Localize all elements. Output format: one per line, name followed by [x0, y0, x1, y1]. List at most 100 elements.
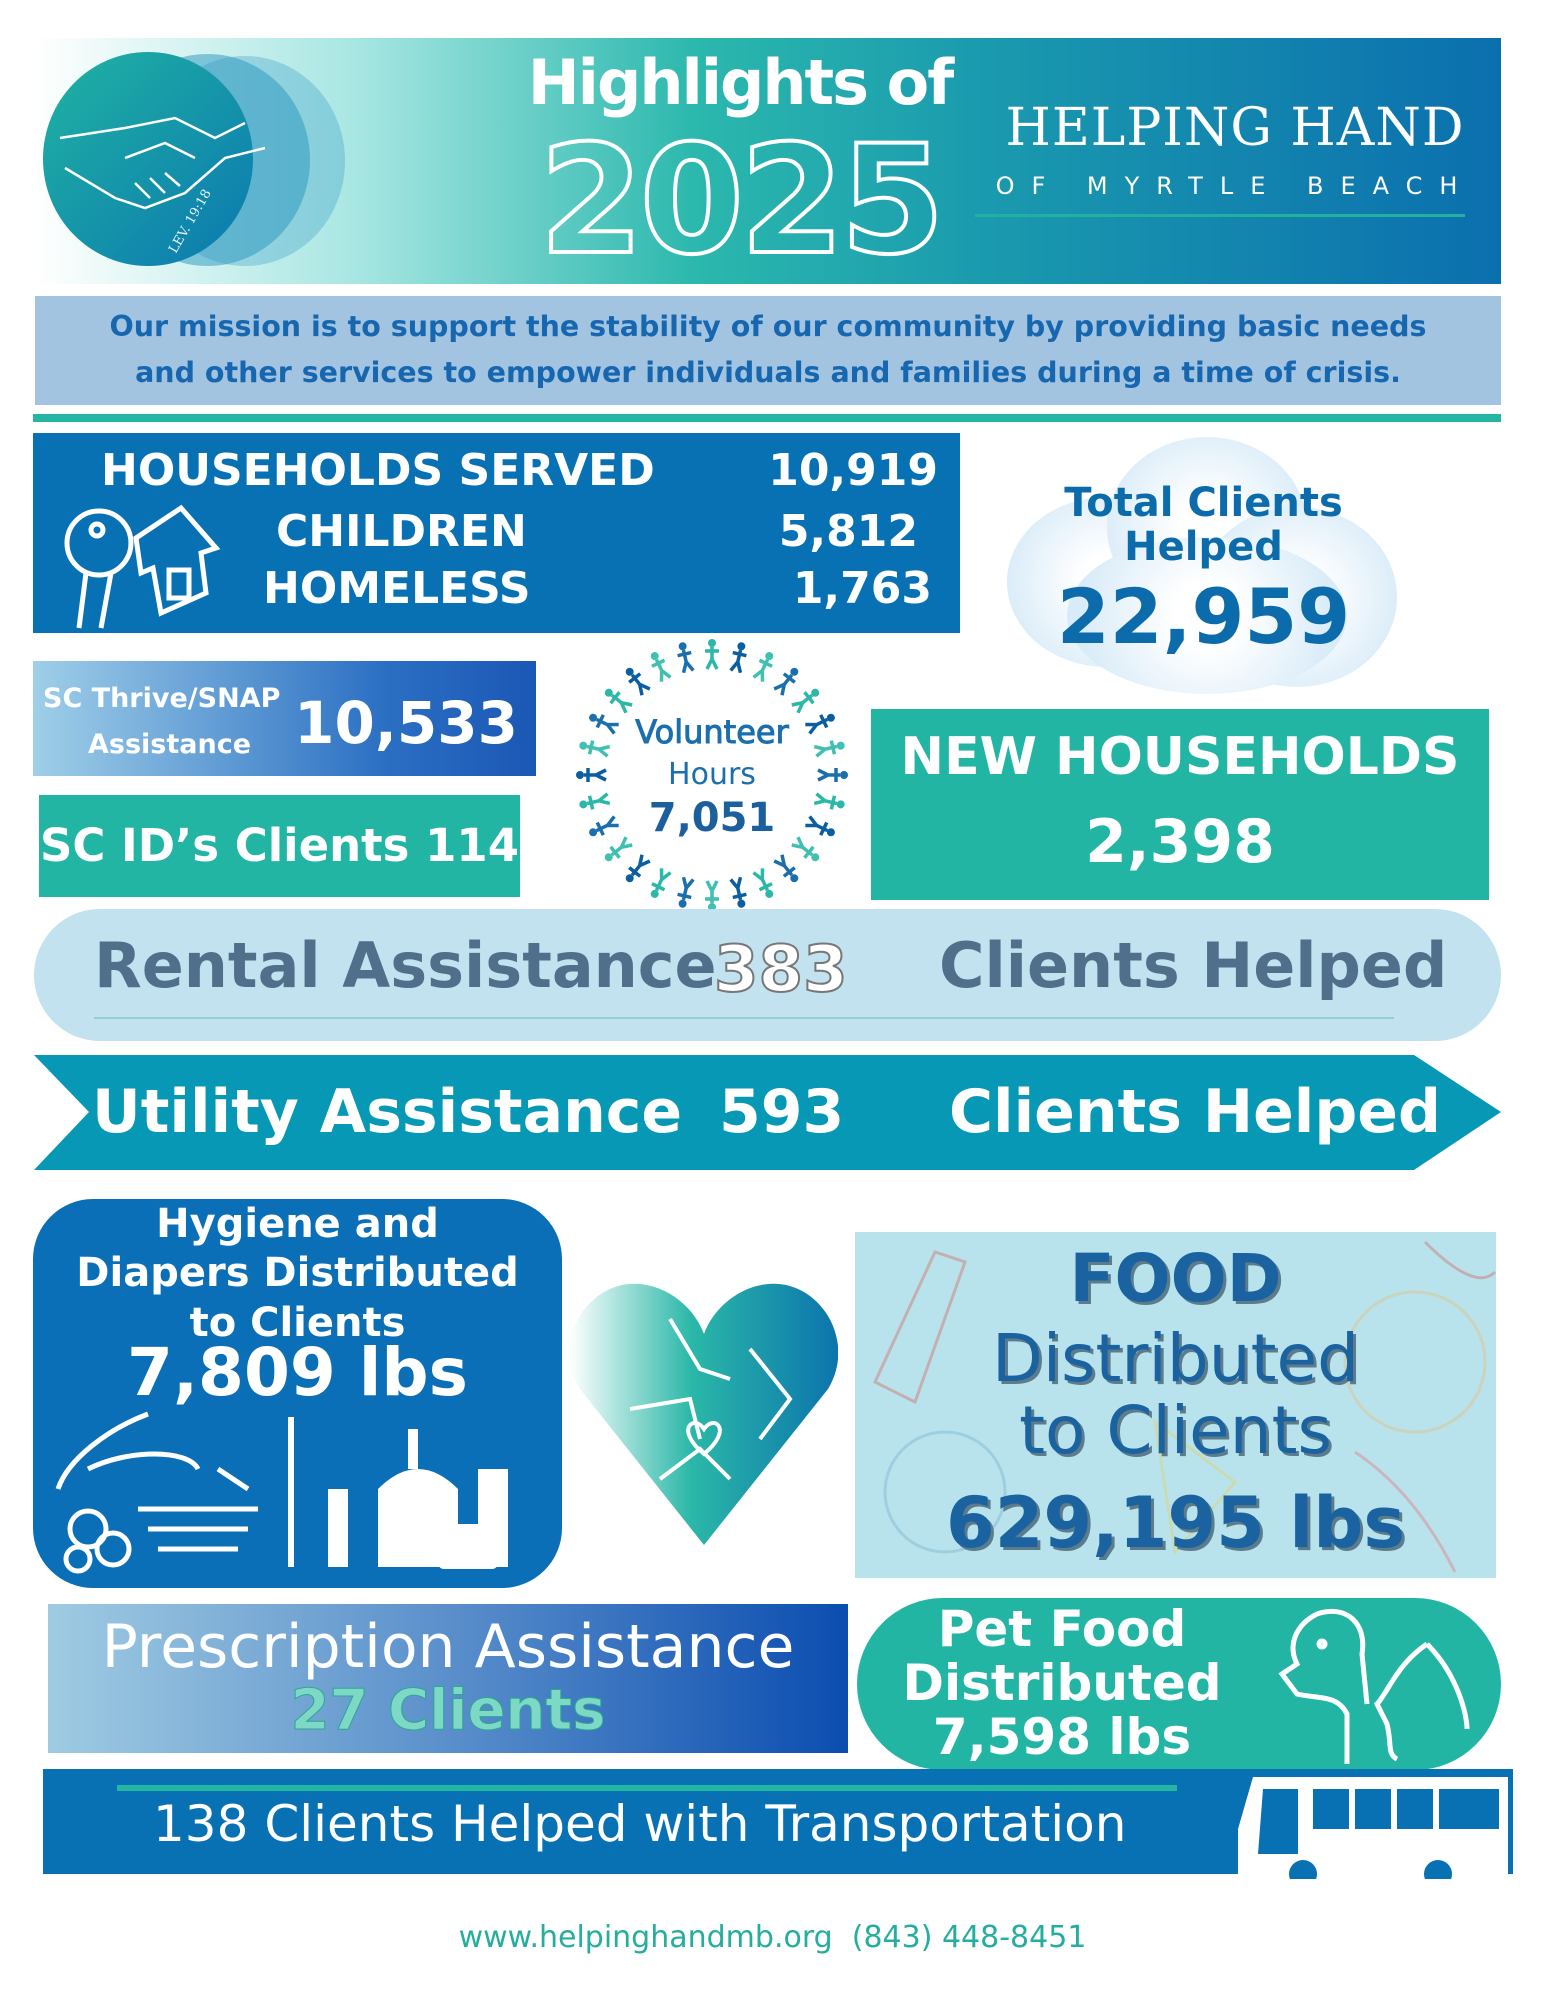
households-value: 10,919 — [768, 445, 938, 496]
pet-food-value: 7,598 lbs — [932, 1708, 1192, 1766]
person-figure — [604, 836, 633, 862]
person-figure — [805, 713, 835, 735]
person-figure — [625, 667, 651, 696]
total-clients-label: Helped — [1124, 524, 1283, 570]
food-label: FOOD — [1069, 1240, 1282, 1317]
person-figure — [773, 667, 799, 696]
person-figure — [650, 652, 672, 682]
hygiene-label: Hygiene and — [156, 1201, 439, 1247]
snap-label: SC Thrive/SNAP — [43, 683, 281, 714]
transportation-label: 138 Clients Helped with Transportation — [153, 1795, 1127, 1853]
bus-icon — [1233, 1769, 1513, 1879]
snap-value: 10,533 — [294, 689, 518, 757]
children-label: CHILDREN — [276, 506, 527, 557]
person-figure — [752, 868, 774, 898]
volunteer-value: 7,051 — [648, 795, 776, 841]
person-figure — [604, 688, 633, 714]
food-doodles-background — [873, 1240, 1496, 1573]
divider — [975, 214, 1465, 217]
rental-label: Rental Assistance — [94, 929, 717, 1002]
footer-contact: www.helpinghandmb.org (843) 448-8451 — [0, 1920, 1545, 1955]
person-figure — [805, 815, 835, 837]
total-clients-cloud: Total Clients Helped 22,959 — [1007, 437, 1400, 694]
food-value: 629,195 lbs — [946, 1482, 1405, 1564]
hygiene-products-icon — [55, 1411, 508, 1574]
households-panel: HOUSEHOLDS SERVED 10,919 CHILDREN 5,812 … — [33, 433, 960, 633]
website-link[interactable]: www.helpinghandmb.org — [458, 1920, 833, 1955]
transportation-bar: 138 Clients Helped with Transportation — [43, 1769, 1233, 1874]
snap-panel: SC Thrive/SNAP Assistance 10,533 — [33, 661, 536, 776]
food-label: Distributed — [992, 1320, 1359, 1397]
prescription-label: Prescription Assistance — [101, 1612, 795, 1682]
hygiene-label: Diapers Distributed — [76, 1250, 519, 1296]
person-figure — [729, 642, 747, 674]
arrow-shape — [34, 1055, 1501, 1170]
total-clients-value: 22,959 — [1056, 572, 1351, 661]
org-name: HELPING HAND — [1005, 98, 1465, 158]
person-figure — [705, 880, 719, 911]
people-ring-icon — [576, 639, 848, 911]
snap-label: Assistance — [88, 729, 252, 760]
person-figure — [589, 815, 619, 837]
hygiene-value: 7,809 lbs — [127, 1334, 468, 1411]
rental-value: 383 — [713, 932, 849, 1008]
utility-assistance-banner: Utility Assistance 593 Clients Helped — [34, 1055, 1501, 1170]
rental-suffix: Clients Helped — [939, 929, 1448, 1002]
rental-assistance-pill: Rental Assistance 383 Clients Helped — [34, 909, 1501, 1041]
homeless-value: 1,763 — [792, 563, 932, 614]
person-figure — [579, 792, 611, 810]
volunteer-label: Volunteer — [635, 713, 790, 752]
heart-hands-icon — [570, 1283, 838, 1545]
org-location: OF MYRTLE BEACH — [995, 172, 1475, 200]
header-banner: LEV. 19:18 Highlights of 2025 HELPING HA… — [35, 38, 1501, 284]
prescription-value: 27 Clients — [290, 1678, 606, 1744]
households-label: HOUSEHOLDS SERVED — [101, 445, 655, 496]
utility-suffix: Clients Helped — [949, 1077, 1441, 1147]
person-figure — [817, 768, 848, 782]
new-households-value: 2,398 — [1085, 807, 1275, 877]
person-figure — [752, 652, 774, 682]
person-figure — [705, 639, 719, 670]
total-clients-label: Total Clients — [1064, 480, 1343, 526]
utility-value: 593 — [719, 1077, 845, 1147]
person-figure — [677, 876, 695, 908]
hygiene-panel: Hygiene and Diapers Distributed to Clien… — [33, 1199, 562, 1588]
prescription-panel: Prescription Assistance 27 Clients — [48, 1604, 848, 1753]
title-highlights: Highlights of — [527, 46, 954, 119]
food-panel: FOOD Distributed to Clients 629,195 lbs — [855, 1232, 1496, 1578]
house-key-icon — [64, 504, 221, 629]
new-households-panel: NEW HOUSEHOLDS 2,398 — [871, 709, 1489, 900]
person-figure — [729, 876, 747, 908]
title-year: 2025 — [537, 114, 946, 288]
divider — [117, 1785, 1177, 1791]
homeless-label: HOMELESS — [263, 563, 531, 614]
divider — [94, 1017, 1394, 1019]
divider — [33, 414, 1501, 422]
mission-line: Our mission is to support the stability … — [109, 310, 1427, 343]
person-figure — [773, 854, 799, 883]
person-figure — [813, 740, 845, 758]
person-figure — [791, 688, 820, 714]
mission-statement: Our mission is to support the stability … — [35, 296, 1501, 405]
volunteer-ring: Volunteer Hours 7,051 — [572, 635, 852, 915]
person-figure — [589, 713, 619, 735]
hygiene-label: to Clients — [189, 1300, 406, 1346]
person-figure — [813, 792, 845, 810]
person-figure — [625, 854, 651, 883]
person-figure — [677, 642, 695, 674]
children-value: 5,812 — [778, 506, 918, 557]
scid-panel: SC ID’s Clients 114 — [39, 795, 520, 897]
new-households-label: NEW HOUSEHOLDS — [900, 727, 1460, 787]
handshake-icon — [59, 116, 266, 210]
pet-food-label: Distributed — [902, 1654, 1222, 1712]
person-figure — [579, 740, 611, 758]
person-figure — [650, 868, 672, 898]
mission-line: and other services to empower individual… — [135, 356, 1401, 389]
person-figure — [576, 768, 607, 782]
utility-label: Utility Assistance — [92, 1077, 683, 1147]
pet-food-label: Pet Food — [937, 1600, 1187, 1658]
volunteer-label: Hours — [668, 757, 756, 792]
phone-number: (843) 448-8451 — [851, 1920, 1087, 1955]
dog-cat-icon — [1278, 1608, 1470, 1764]
pet-food-pill: Pet Food Distributed 7,598 lbs — [857, 1598, 1501, 1770]
